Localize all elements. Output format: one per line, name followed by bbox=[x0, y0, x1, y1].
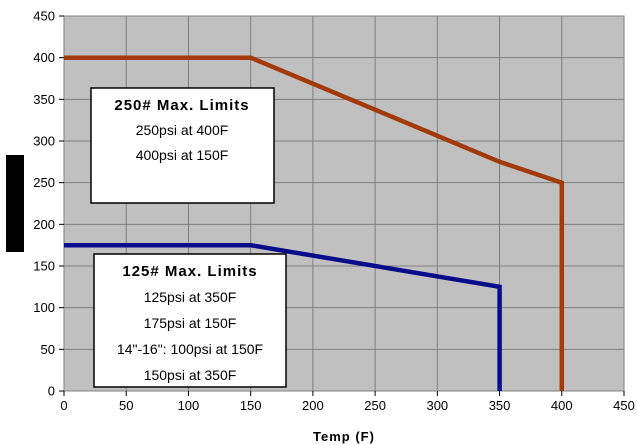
x-tick-label: 150 bbox=[240, 398, 262, 413]
x-tick-label: 450 bbox=[613, 398, 635, 413]
annotation-250-title: 250# Max. Limits bbox=[114, 97, 249, 114]
y-tick-label: 300 bbox=[33, 134, 55, 149]
x-tick-label: 250 bbox=[364, 398, 386, 413]
series-line-2 bbox=[64, 242, 502, 391]
y-tick-label: 400 bbox=[33, 50, 55, 65]
annotation-250-line-2: 400psi at 150F bbox=[136, 147, 229, 163]
x-tick-label: 50 bbox=[119, 398, 133, 413]
annotation-125-line-3: 14"-16": 100psi at 150F bbox=[117, 341, 263, 357]
x-axis-title: Temp (F) bbox=[313, 429, 375, 444]
annotation-125: 125# Max. Limits 125psi at 350F 175psi a… bbox=[93, 253, 287, 388]
x-tick-label: 400 bbox=[551, 398, 573, 413]
annotation-125-title: 125# Max. Limits bbox=[122, 263, 257, 280]
annotation-250: 250# Max. Limits 250psi at 400F 400psi a… bbox=[90, 87, 275, 204]
y-tick-label: 150 bbox=[33, 259, 55, 274]
y-tick-label: 350 bbox=[33, 92, 55, 107]
annotation-250-box bbox=[90, 87, 275, 204]
series-line-1 bbox=[64, 55, 565, 391]
tick-labels: 0 50 100 150 200 250 300 350 400 450 0 50 100 150 200 2… bbox=[33, 9, 635, 414]
y-tick-label: 50 bbox=[41, 342, 55, 357]
series-layer bbox=[64, 55, 565, 391]
y-tick-label: 0 bbox=[48, 384, 55, 399]
annotation-125-line-4: 150psi at 350F bbox=[144, 367, 237, 383]
x-tick-label: 100 bbox=[178, 398, 200, 413]
x-tick-label: 300 bbox=[426, 398, 448, 413]
y-tick-label: 100 bbox=[33, 300, 55, 315]
x-tick-label: 200 bbox=[302, 398, 324, 413]
annotation-125-line-1: 125psi at 350F bbox=[144, 289, 237, 305]
y-tick-label: 450 bbox=[33, 9, 55, 24]
x-tick-label: 0 bbox=[60, 398, 67, 413]
annotation-125-line-2: 175psi at 150F bbox=[144, 315, 237, 331]
x-tick-label: 350 bbox=[489, 398, 511, 413]
y-axis-redaction-bar bbox=[6, 155, 24, 252]
y-tick-label: 200 bbox=[33, 217, 55, 232]
annotation-250-line-1: 250psi at 400F bbox=[136, 122, 229, 138]
annotation-125-box bbox=[93, 253, 287, 388]
y-tick-label: 250 bbox=[33, 175, 55, 190]
